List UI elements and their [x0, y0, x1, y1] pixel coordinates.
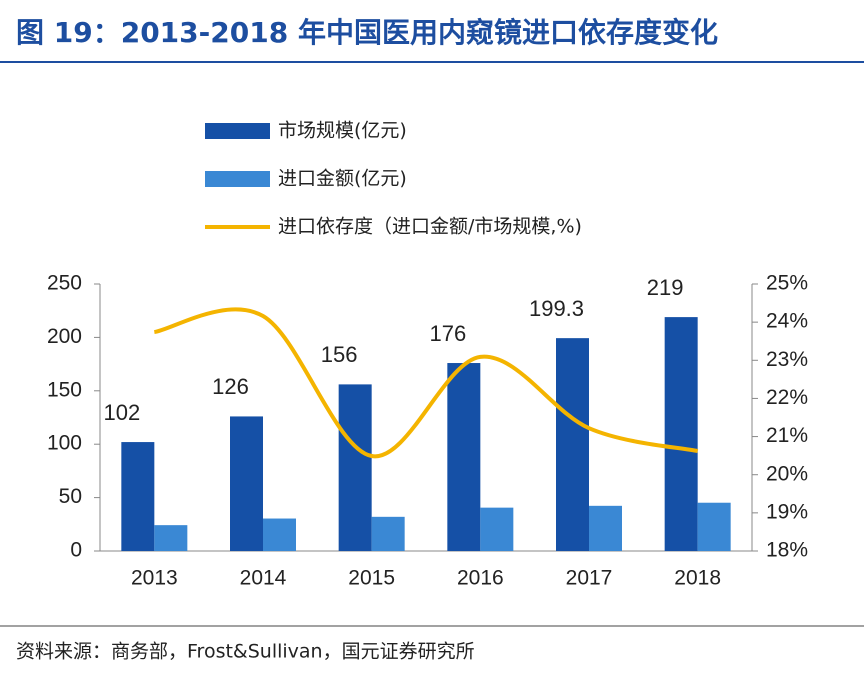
- bar: [664, 317, 698, 551]
- bar: [589, 505, 622, 551]
- value-label: 199.3: [529, 296, 584, 321]
- legend-swatch: [205, 123, 270, 139]
- line: [153, 307, 699, 459]
- legend-label: 市场规模(亿元): [278, 120, 407, 142]
- bar: [697, 502, 731, 551]
- bar: [263, 518, 296, 551]
- x-tick-label: 2016: [457, 567, 504, 590]
- y2-tick-label: 25%: [766, 272, 808, 295]
- y-tick-label: 200: [47, 325, 82, 348]
- bar: [121, 442, 155, 551]
- y2-tick-label: 24%: [766, 310, 808, 333]
- x-tick-label: 2017: [566, 567, 613, 590]
- y2-tick-label: 20%: [766, 462, 808, 485]
- chart-title: 图 19：2013-2018 年中国医用内窥镜进口依存度变化: [16, 16, 718, 49]
- bar: [230, 416, 263, 551]
- y-tick-label: 250: [47, 272, 82, 295]
- value-label: 102: [103, 400, 140, 425]
- value-label: 156: [321, 342, 358, 367]
- bar: [338, 384, 372, 551]
- y-tick-label: 50: [59, 485, 82, 508]
- value-label: 126: [212, 374, 249, 399]
- bar: [447, 363, 481, 551]
- bar: [154, 525, 188, 551]
- bar: [371, 516, 405, 551]
- y2-tick-label: 19%: [766, 500, 808, 523]
- legend-label: 进口依存度（进口金额/市场规模,%): [278, 216, 582, 238]
- bar: [556, 338, 589, 551]
- x-tick-label: 2014: [240, 567, 287, 590]
- legend-swatch: [205, 171, 270, 187]
- source: 资料来源：商务部，Frost&Sullivan，国元证券研究所: [16, 641, 475, 663]
- y-tick-label: 100: [47, 432, 82, 455]
- value-label: 219: [647, 275, 684, 300]
- y-tick-label: 150: [47, 378, 82, 401]
- y2-tick-label: 21%: [766, 424, 808, 447]
- y-tick-label: 0: [70, 539, 82, 562]
- y2-tick-label: 22%: [766, 386, 808, 409]
- legend-label: 进口金额(亿元): [278, 168, 407, 190]
- x-tick-label: 2018: [674, 567, 721, 590]
- x-tick-label: 2015: [348, 567, 395, 590]
- value-label: 176: [429, 321, 466, 346]
- y2-tick-label: 18%: [766, 539, 808, 562]
- x-tick-label: 2013: [131, 567, 178, 590]
- y2-tick-label: 23%: [766, 348, 808, 371]
- bar: [480, 507, 514, 551]
